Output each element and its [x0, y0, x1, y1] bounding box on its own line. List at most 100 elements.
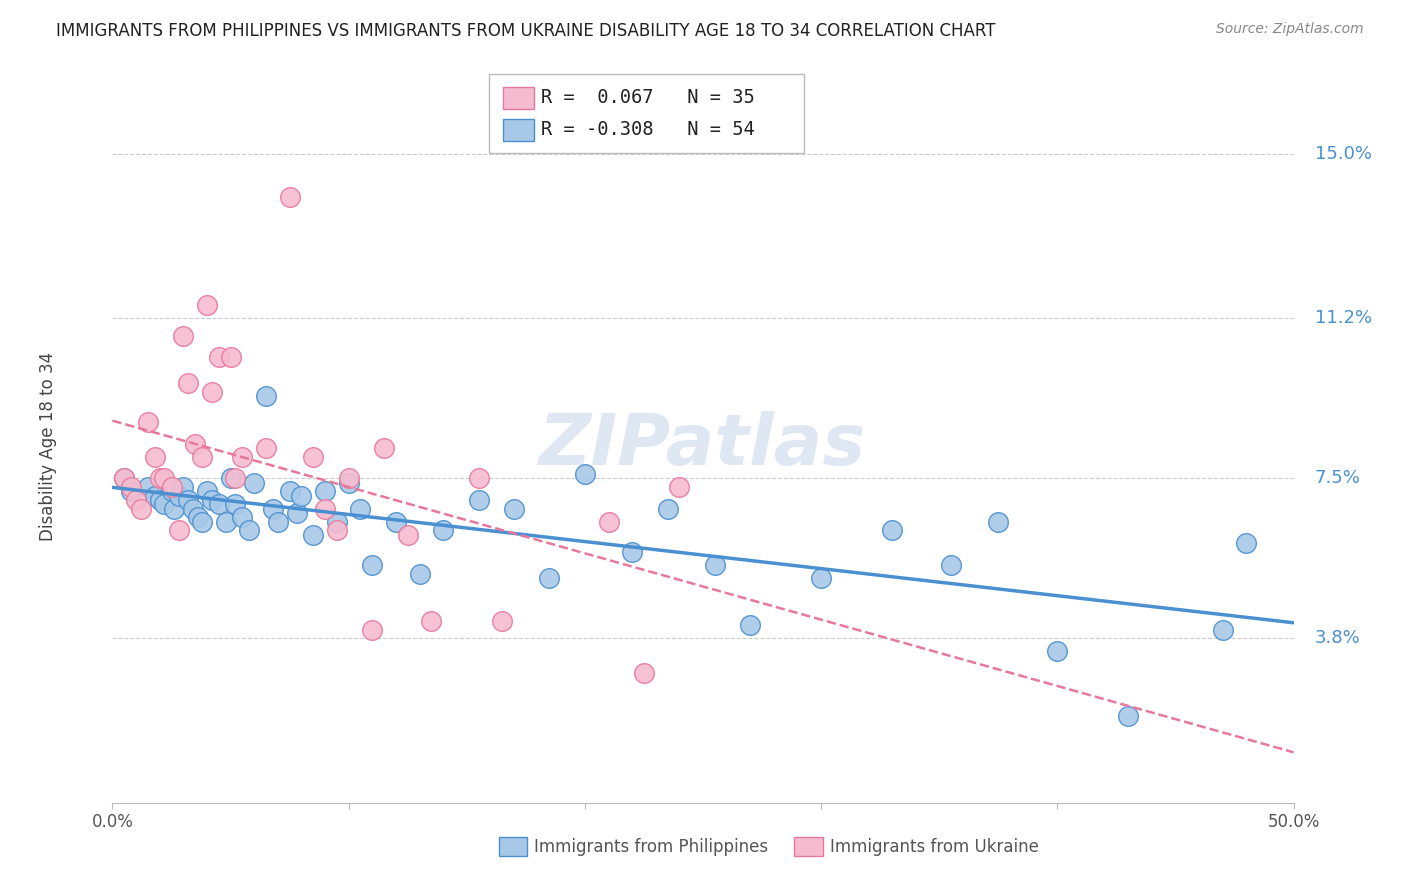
Point	[278, 484, 301, 499]
Point	[939, 558, 962, 572]
Point	[136, 415, 159, 429]
Point	[163, 501, 186, 516]
Text: ZIPatlas: ZIPatlas	[540, 411, 866, 481]
Point	[740, 618, 762, 632]
Point	[267, 515, 290, 529]
Point	[177, 376, 200, 391]
Point	[396, 527, 419, 541]
Point	[503, 501, 526, 516]
Point	[172, 328, 194, 343]
Point	[172, 480, 194, 494]
Point	[467, 493, 489, 508]
Point	[598, 515, 620, 529]
Point	[810, 571, 832, 585]
Point	[314, 484, 336, 499]
Point	[302, 527, 325, 541]
Point	[326, 524, 349, 538]
Point	[243, 475, 266, 490]
Point	[195, 484, 218, 499]
Text: Source: ZipAtlas.com: Source: ZipAtlas.com	[1216, 22, 1364, 37]
Point	[491, 614, 513, 628]
Point	[337, 475, 360, 490]
Text: R = -0.308   N = 54: R = -0.308 N = 54	[541, 120, 755, 139]
Point	[231, 510, 253, 524]
Point	[987, 515, 1010, 529]
Point	[153, 471, 176, 485]
Point	[385, 515, 408, 529]
Point	[224, 471, 246, 485]
Point	[668, 480, 690, 494]
Point	[112, 471, 135, 485]
Point	[290, 489, 312, 503]
Point	[285, 506, 308, 520]
Point	[254, 389, 277, 403]
Point	[112, 471, 135, 485]
Point	[120, 484, 142, 499]
Point	[191, 515, 214, 529]
Point	[219, 471, 242, 485]
Text: IMMIGRANTS FROM PHILIPPINES VS IMMIGRANTS FROM UKRAINE DISABILITY AGE 18 TO 34 C: IMMIGRANTS FROM PHILIPPINES VS IMMIGRANT…	[56, 22, 995, 40]
Text: Immigrants from Ukraine: Immigrants from Ukraine	[830, 838, 1039, 855]
Point	[143, 489, 166, 503]
Point	[186, 510, 208, 524]
Point	[361, 623, 384, 637]
Point	[201, 384, 224, 399]
Text: 11.2%: 11.2%	[1315, 310, 1372, 327]
Text: 15.0%: 15.0%	[1315, 145, 1372, 163]
Text: 3.8%: 3.8%	[1315, 630, 1361, 648]
Point	[262, 501, 284, 516]
Point	[538, 571, 561, 585]
Point	[219, 351, 242, 365]
Point	[574, 467, 596, 482]
Point	[184, 437, 207, 451]
Point	[149, 471, 172, 485]
Point	[302, 450, 325, 464]
Text: 7.5%: 7.5%	[1315, 469, 1361, 487]
Point	[880, 524, 903, 538]
Point	[120, 480, 142, 494]
Point	[224, 497, 246, 511]
Point	[167, 489, 190, 503]
Point	[238, 524, 260, 538]
Point	[208, 351, 231, 365]
Point	[420, 614, 443, 628]
Point	[432, 524, 454, 538]
Point	[160, 480, 183, 494]
Point	[361, 558, 384, 572]
Point	[177, 493, 200, 508]
Point	[167, 524, 190, 538]
Point	[326, 515, 349, 529]
Point	[467, 471, 489, 485]
Point	[1212, 623, 1234, 637]
Point	[125, 493, 148, 508]
Point	[349, 501, 371, 516]
Point	[408, 566, 430, 581]
Point	[314, 501, 336, 516]
Point	[633, 666, 655, 681]
Point	[254, 441, 277, 455]
Point	[337, 471, 360, 485]
Point	[201, 493, 224, 508]
Point	[208, 497, 231, 511]
Point	[657, 501, 679, 516]
Point	[195, 298, 218, 312]
Point	[160, 484, 183, 499]
Point	[1234, 536, 1257, 550]
Point	[136, 480, 159, 494]
Point	[181, 501, 204, 516]
Point	[149, 493, 172, 508]
Point	[129, 501, 152, 516]
Point	[143, 450, 166, 464]
Point	[215, 515, 238, 529]
Point	[1046, 644, 1069, 658]
Point	[1116, 709, 1139, 723]
Point	[231, 450, 253, 464]
Point	[278, 190, 301, 204]
Point	[621, 545, 644, 559]
Point	[191, 450, 214, 464]
Point	[153, 497, 176, 511]
Text: R =  0.067   N = 35: R = 0.067 N = 35	[541, 87, 755, 107]
Point	[703, 558, 725, 572]
Text: Immigrants from Philippines: Immigrants from Philippines	[534, 838, 769, 855]
Point	[373, 441, 395, 455]
